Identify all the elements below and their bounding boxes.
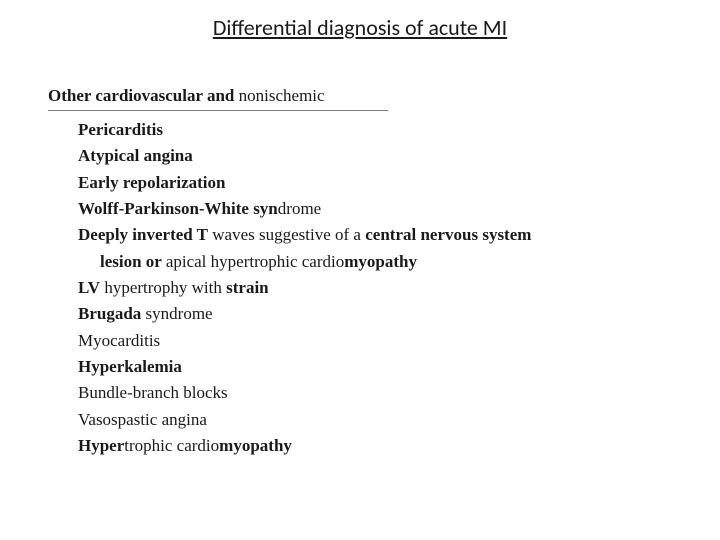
list-item-text: Brugada syndrome xyxy=(78,304,213,323)
list-item: Vasospastic angina xyxy=(48,407,662,433)
diagnosis-list: Pericarditis Atypical angina Early repolar… xyxy=(48,117,662,459)
bold-span: strain xyxy=(226,278,269,297)
list-item: Early repolarization xyxy=(48,170,662,196)
list-item-text: Hypertrophic cardiomyopathy xyxy=(78,436,292,455)
text-span: Vasospastic angina xyxy=(78,410,207,429)
bold-span: Deeply inverted T xyxy=(78,225,208,244)
page-title: Differential diagnosis of acute MI xyxy=(0,14,720,41)
list-item-text: Vasospastic angina xyxy=(78,410,207,429)
content-area: Other cardiovascular and nonischemic Per… xyxy=(48,86,662,459)
text-span: drome xyxy=(278,199,321,218)
list-item-text: Myocarditis xyxy=(78,331,160,350)
text-span: apical hypertrophic cardio xyxy=(166,252,344,271)
text-span: syndrome xyxy=(141,304,212,323)
list-item-text: Bundle-branch blocks xyxy=(78,383,228,402)
list-item-text: Deeply inverted T waves suggestive of a … xyxy=(78,225,531,244)
bold-span: LV xyxy=(78,278,100,297)
list-item-text: Pericarditis xyxy=(78,120,163,139)
text-span: waves suggestive of a xyxy=(208,225,365,244)
bold-span: Early repolarization xyxy=(78,173,225,192)
section-header: Other cardiovascular and nonischemic xyxy=(48,86,662,106)
list-item-continuation: lesion or apical hypertrophic cardiomyop… xyxy=(78,249,662,275)
bold-span: myopathy xyxy=(344,252,417,271)
list-item-text: LV hypertrophy with strain xyxy=(78,278,269,297)
bold-span: Pericarditis xyxy=(78,120,163,139)
list-item-text: Hyperkalemia xyxy=(78,357,182,376)
bold-span: central nervous system xyxy=(365,225,531,244)
list-item-text: Early repolarization xyxy=(78,173,225,192)
text-span: Bundle-branch blocks xyxy=(78,383,228,402)
list-item: Pericarditis xyxy=(48,117,662,143)
list-item: Hypertrophic cardiomyopathy xyxy=(48,433,662,459)
list-item: Hyperkalemia xyxy=(48,354,662,380)
section-divider xyxy=(48,110,388,111)
slide-page: Differential diagnosis of acute MI Other… xyxy=(0,0,720,540)
list-item: Wolff-Parkinson-White syndrome xyxy=(48,196,662,222)
list-item: Deeply inverted T waves suggestive of a … xyxy=(48,222,662,275)
list-item: Myocarditis xyxy=(48,328,662,354)
text-span: hypertrophy with xyxy=(100,278,226,297)
bold-span: Atypical angina xyxy=(78,146,193,165)
bold-span: myopathy xyxy=(219,436,292,455)
bold-span: lesion or xyxy=(100,252,166,271)
section-header-bold: Other cardiovascular and xyxy=(48,86,234,105)
list-item: LV hypertrophy with strain xyxy=(48,275,662,301)
list-item-text: Wolff-Parkinson-White syndrome xyxy=(78,199,321,218)
list-item-text: Atypical angina xyxy=(78,146,193,165)
bold-span: Hyper xyxy=(78,436,124,455)
text-span: Myocarditis xyxy=(78,331,160,350)
list-item: Bundle-branch blocks xyxy=(48,380,662,406)
bold-span: Wolff-Parkinson-White syn xyxy=(78,199,278,218)
list-item: Brugada syndrome xyxy=(48,301,662,327)
text-span: trophic cardio xyxy=(124,436,219,455)
section-header-rest: nonischemic xyxy=(234,86,324,105)
bold-span: Hyperkalemia xyxy=(78,357,182,376)
bold-span: Brugada xyxy=(78,304,141,323)
list-item: Atypical angina xyxy=(48,143,662,169)
